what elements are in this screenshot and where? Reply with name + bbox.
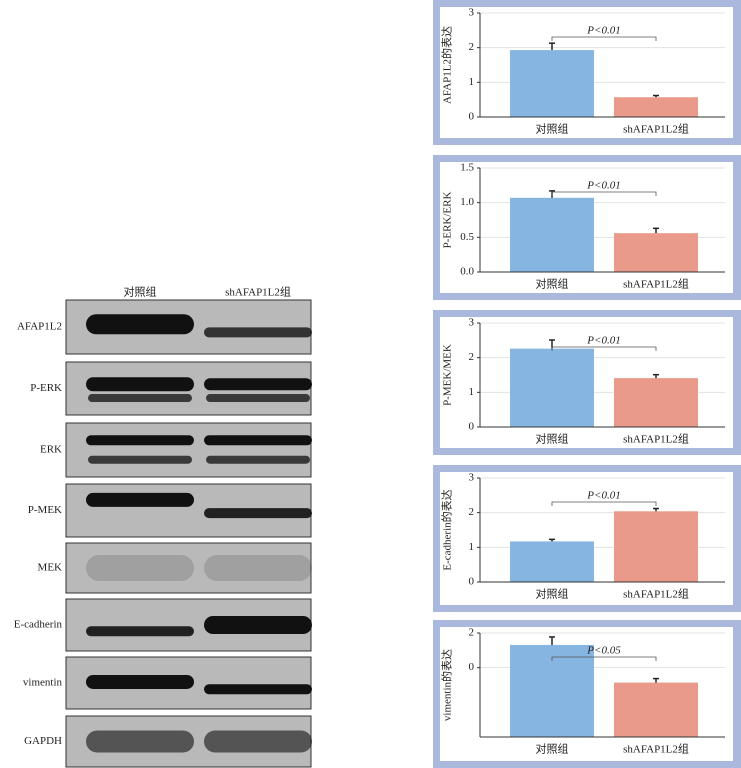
significance-bracket [551,656,657,661]
lane-label: shAFAP1L2组 [225,285,291,299]
blot-panel [65,542,312,594]
y-axis-label: AFAP1L2的表达 [440,26,454,104]
blot-band [88,455,192,464]
y-tick-label: 0 [469,111,475,123]
bar [510,50,594,117]
y-tick-label: 1.0 [460,196,474,208]
y-tick-label: 2 [469,351,475,363]
blot-band [86,377,194,392]
x-tick-label: 对照组 [536,587,569,601]
annotation: P<0.05 [586,645,621,657]
y-tick-label: 0.5 [460,231,474,243]
blot-band [86,555,194,581]
x-tick-label: 对照组 [536,277,569,291]
y-tick-label: 1 [469,76,475,88]
bar [614,378,698,427]
blot-band [86,730,194,753]
significance-bracket [551,36,657,41]
blot-row-label: vimentin [23,677,63,689]
blot-row-label: P-ERK [30,382,62,394]
bar [614,511,698,582]
blot-row-label: AFAP1L2 [17,321,62,333]
blot-band [86,435,194,446]
annotation: P<0.01 [586,180,620,192]
annotation: P<0.01 [586,490,620,502]
blot-band [86,314,194,335]
x-tick-label: shAFAP1L2组 [623,742,689,756]
y-tick-label: 0 [469,576,475,588]
y-tick-label: 2 [469,506,475,518]
blot-row-label: MEK [38,562,63,574]
x-tick-label: 对照组 [536,432,569,446]
blot-band [204,327,312,338]
y-tick-label: 1 [469,541,475,553]
blot-band [204,378,312,391]
x-tick-label: shAFAP1L2组 [623,122,689,136]
blot-panel [65,422,312,478]
y-tick-label: 0 [469,661,475,673]
blot-band [206,455,310,464]
blot-band [204,730,312,753]
y-tick-label: 1.5 [460,162,474,174]
significance-bracket [551,346,657,351]
bar [510,541,594,582]
significance-bracket [551,191,657,196]
y-tick-label: 2 [469,41,475,53]
y-axis-label: vimentin的表达 [440,649,454,721]
x-tick-label: shAFAP1L2组 [623,277,689,291]
blot-band [86,626,194,637]
annotation: P<0.01 [586,335,620,347]
blot-band [204,435,312,446]
blot-band [204,508,312,519]
x-tick-label: shAFAP1L2组 [623,587,689,601]
y-tick-label: 1 [469,386,475,398]
significance-bracket [551,501,657,506]
x-tick-label: shAFAP1L2组 [623,432,689,446]
y-tick-label: 0.0 [460,266,474,278]
y-tick-label: 3 [469,472,475,484]
bar [510,348,594,427]
y-tick-label: 2 [469,627,475,639]
blot-band [88,394,192,403]
blot-band [206,394,310,403]
annotation: P<0.01 [586,25,620,37]
blot-band [86,492,194,507]
bar [614,682,698,737]
blot-row-label: ERK [40,444,62,456]
blot-band [204,616,312,634]
blot-band [204,555,312,581]
y-tick-label: 3 [469,317,475,329]
bar [614,233,698,272]
x-tick-label: 对照组 [536,742,569,756]
blot-band [204,684,312,695]
y-tick-label: 3 [469,7,475,19]
blot-row-label: GAPDH [24,735,62,747]
y-axis-label: P-ERK/ERK [442,192,454,249]
x-tick-label: 对照组 [536,122,569,136]
blot-row-label: E-cadherin [14,619,63,631]
bar [614,97,698,117]
bar [510,197,594,272]
y-axis-label: P-MEK/MEK [442,344,454,406]
y-tick-label: 0 [469,421,475,433]
y-axis-label: E-cadherin的表达 [440,489,454,570]
lane-label: 对照组 [124,285,157,299]
blot-row-label: P-MEK [28,504,62,516]
blot-band [86,674,194,689]
